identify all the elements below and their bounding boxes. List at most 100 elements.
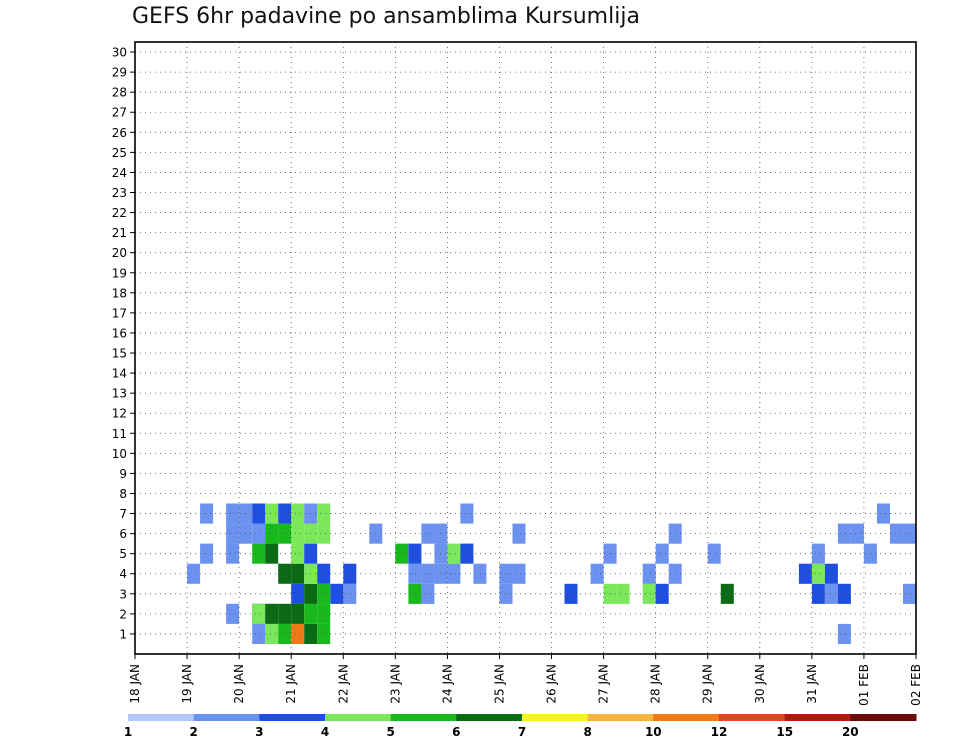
y-tick-label: 23 — [112, 186, 127, 200]
heatmap-cell — [317, 583, 331, 604]
heatmap-cell — [903, 523, 916, 544]
y-tick-label: 28 — [112, 86, 127, 100]
colorbar-label: 5 — [387, 725, 395, 739]
heatmap-cell — [187, 563, 201, 584]
x-tick-label: 24 JAN — [440, 664, 454, 704]
heatmap-cell — [200, 543, 214, 564]
y-tick-label: 22 — [112, 206, 127, 220]
y-tick-label: 6 — [119, 527, 127, 541]
heatmap-cell — [877, 503, 890, 524]
x-tick-label: 18 JAN — [128, 664, 142, 704]
x-tick-label: 02 FEB — [909, 664, 923, 706]
x-tick-label: 23 JAN — [388, 664, 402, 704]
colorbar-label: 10 — [645, 725, 662, 739]
heatmap-cell — [811, 563, 825, 584]
heatmap-cell — [512, 523, 526, 544]
heatmap-cell — [252, 603, 266, 624]
heatmap-cell — [447, 563, 461, 584]
y-tick-label: 14 — [112, 367, 127, 381]
heatmap-cell — [317, 503, 331, 524]
colorbar-segment — [325, 714, 392, 721]
colorbar-segment — [653, 714, 720, 721]
y-tick-label: 24 — [112, 166, 127, 180]
x-tick-label: 28 JAN — [649, 664, 663, 704]
y-tick-label: 10 — [112, 447, 127, 461]
heatmap-cell — [616, 583, 630, 604]
y-tick-label: 17 — [112, 306, 127, 320]
colorbar-segment — [259, 714, 326, 721]
x-tick-label: 31 JAN — [805, 664, 819, 704]
heatmap-cell — [343, 563, 357, 584]
heatmap-cell — [278, 563, 292, 584]
heatmap-cell — [720, 583, 734, 604]
colorbar-segment — [719, 714, 786, 721]
heatmap-cell — [473, 563, 487, 584]
colorbar-segment — [128, 714, 195, 721]
heatmap-cell — [317, 523, 331, 544]
y-tick-label: 5 — [119, 547, 127, 561]
colorbar-label: 7 — [518, 725, 526, 739]
heatmap-cell — [278, 523, 292, 544]
heatmap-cell — [512, 563, 526, 584]
heatmap-cell — [226, 503, 240, 524]
colorbar-label: 2 — [190, 725, 198, 739]
x-tick-label: 27 JAN — [597, 664, 611, 704]
colorbar-segment — [456, 714, 523, 721]
colorbar-label: 6 — [452, 725, 460, 739]
heatmap-cell — [291, 583, 305, 604]
heatmap-cell — [278, 623, 292, 644]
colorbar-segment — [784, 714, 851, 721]
heatmap-cell — [291, 563, 305, 584]
heatmap-cell — [278, 603, 292, 624]
y-tick-label: 1 — [119, 627, 127, 641]
heatmap-cell — [317, 603, 331, 624]
y-tick-label: 9 — [119, 467, 127, 481]
x-tick-label: 26 JAN — [545, 664, 559, 704]
heatmap-cell — [265, 543, 279, 564]
y-tick-label: 20 — [112, 246, 127, 260]
heatmap-cell — [252, 623, 266, 644]
heatmap-cell — [850, 523, 864, 544]
y-tick-label: 3 — [119, 587, 127, 601]
heatmap-cell — [265, 623, 279, 644]
heatmap-cell — [655, 583, 669, 604]
x-tick-label: 25 JAN — [492, 664, 506, 704]
heatmap-cell — [395, 543, 409, 564]
x-tick-label: 19 JAN — [180, 664, 194, 704]
y-tick-label: 16 — [112, 326, 127, 340]
y-tick-label: 19 — [112, 266, 127, 280]
y-tick-label: 11 — [112, 427, 127, 441]
chart-title: GEFS 6hr padavine po ansamblima Kursumli… — [132, 4, 640, 29]
x-tick-label: 21 JAN — [284, 664, 298, 704]
heatmap-cell — [317, 563, 331, 584]
heatmap-cell — [408, 583, 422, 604]
heatmap-cell — [421, 563, 435, 584]
x-tick-label: 22 JAN — [336, 664, 350, 704]
colorbar-segment — [193, 714, 260, 721]
heatmap-cell — [226, 543, 240, 564]
heatmap-cell — [291, 523, 305, 544]
heatmap-cell — [252, 523, 266, 544]
heatmap-cell — [291, 603, 305, 624]
heatmap-cell — [590, 563, 604, 584]
heatmap-cell — [890, 523, 903, 544]
heatmap-cell — [421, 523, 435, 544]
heatmap-cell — [226, 603, 240, 624]
heatmap-cell — [317, 623, 331, 644]
heatmap-cell — [252, 543, 266, 564]
heatmap-cell — [837, 623, 851, 644]
colorbar-label: 20 — [842, 725, 859, 739]
y-tick-label: 13 — [112, 387, 127, 401]
heatmap-cell — [837, 583, 851, 604]
heatmap-cell — [811, 543, 825, 564]
heatmap-cell — [291, 503, 305, 524]
heatmap-cell — [642, 563, 656, 584]
heatmap-cell — [330, 583, 344, 604]
heatmap-cell — [291, 543, 305, 564]
y-tick-label: 27 — [112, 106, 127, 120]
heatmap-cell — [811, 583, 825, 604]
y-tick-label: 26 — [112, 126, 127, 140]
heatmap-cell — [421, 583, 435, 604]
y-tick-label: 30 — [112, 46, 127, 60]
